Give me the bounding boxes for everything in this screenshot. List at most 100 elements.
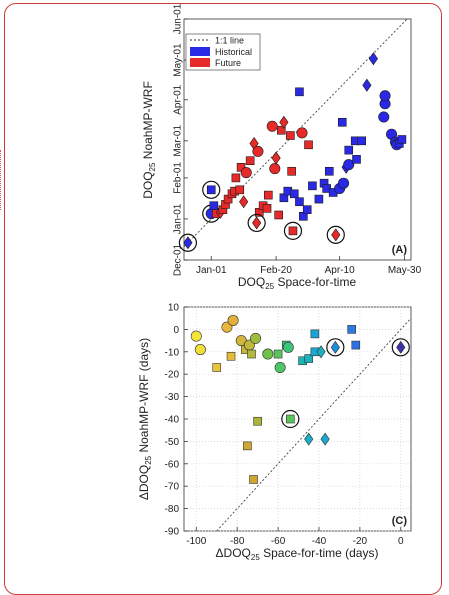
panel-c-y-tick-label: -80 [165,504,180,515]
highlight-ring [326,225,345,244]
panel-c-point [310,329,320,339]
legend-label-future: Future [215,58,241,68]
panel-c-point [243,441,252,451]
panel-c-point [227,314,239,326]
figure-canvas: Jan-01 Feb-20 Apr-10 May-30 Dec-01 Jan-01 Feb-… [137,3,422,562]
panel-c-y-tick-label: 10 [168,303,180,314]
panel-c-point [249,475,258,484]
future-point [239,195,249,209]
panel-a-x-tick-label: Apr-10 [325,265,355,276]
future-point [269,163,281,175]
future-point [331,228,341,242]
highlight-ring [281,409,300,429]
highlight-ring [202,180,221,199]
historical-point [343,159,355,171]
legend-label-1to1: 1:1 line [215,36,244,46]
panel-c-point [330,340,340,354]
future-point [279,115,289,129]
panel-a-x-tick-label: Jan-01 [196,265,227,276]
future-point [240,167,252,179]
legend-future-swatch [190,58,210,67]
future-point [296,127,308,139]
panel-c-y-tick-label: -90 [165,527,180,538]
panel-a-y-tick-label: Apr-01 [173,84,184,114]
panel-c-y-tick-label: -20 [165,370,180,381]
future-point [286,131,295,140]
panel-c-point [282,341,294,353]
future-point [287,166,296,176]
panel-a-y-tick-label: Jan-01 [173,203,184,234]
panel-a-x-tick-label: May-30 [388,265,422,276]
panel-c-x-axis-label-rest: Space-for-time (days) [260,546,379,560]
panel-c-point [274,361,286,373]
panel-c-axes-box [183,306,412,532]
historical-point [308,181,317,191]
historical-point [314,194,324,204]
panel-a-x-tick-label: Feb-20 [260,265,292,276]
panel-c-point [194,344,206,356]
panel-a-x-axis-label: DOQ25 Space-for-time [238,275,357,291]
panel-c-point [262,348,274,360]
future-point [252,216,262,230]
panel-c-point [253,416,262,426]
panel-c-x-tick-label: -40 [312,536,327,547]
historical-point [324,166,334,176]
panel-c-y-tick-label: -50 [165,437,180,448]
future-point [231,173,241,183]
panel-c-point [190,330,202,342]
panel-a-label: (A) [392,244,408,256]
panel-a-y-tick-label: May-01 [173,43,184,77]
legend-label-historical: Historical [215,47,252,57]
panel-a-y-tick-label: Feb-01 [173,162,184,194]
historical-point [397,135,407,144]
future-point [264,190,273,200]
connector-dotted-line [0,150,1,210]
panel-c-x-tick-label: -100 [186,536,206,547]
panel-c-x-axis-label: ΔDOQ25 Space-for-time (days) [216,546,379,562]
future-point [245,156,255,165]
panel-c-point [286,414,295,424]
panel-c-point [304,354,314,363]
highlight-ring [326,338,345,357]
highlight-ring [247,213,266,233]
panel-a-y-axis-label-subscript: 25 [148,162,157,171]
historical-point [379,90,391,102]
panel-c-x-tick-label: -80 [230,536,245,547]
panel-a-y-tick-label: Dec-01 [173,243,184,276]
future-point [271,151,281,165]
historical-point [206,185,216,195]
panel-c-x-axis-label-subscript: 25 [251,553,260,562]
panel-c-y-tick-label: -30 [165,392,180,403]
historical-point [209,201,219,211]
future-point [304,140,313,150]
panel-c-x-tick-label: -60 [271,536,286,547]
panel-c-point [351,340,361,350]
historical-point [302,205,312,214]
panel-a-x-axis-label-subscript: 25 [265,282,274,291]
panel-c-point [247,349,256,359]
panel-a-y-axis-label-rest: NoahMP-WRF [141,81,155,162]
panel-c-point [226,351,236,361]
panel-a-y-axis-label-main: DOQ [141,171,155,198]
highlight-ring [283,221,303,240]
historical-point [289,189,299,199]
panel-c-y-axis-label-subscript: 25 [144,455,153,464]
panel-c-x-axis-label-main: ΔDOQ [216,546,251,560]
highlight-ring [178,233,197,252]
panel-c-x-tick-label: -20 [353,536,368,547]
panel-c-y-tick-label: -40 [165,415,180,426]
future-point [288,226,298,236]
historical-point [352,155,361,164]
panel-a-x-axis-label-rest: Space-for-time [274,275,356,289]
historical-point [357,136,367,146]
legend-historical-swatch [190,47,210,56]
historical-point [368,52,378,66]
panel-a-x-axis-label-main: DOQ [238,275,265,289]
future-point [274,210,283,220]
historical-point [378,111,390,123]
historical-point [344,145,354,155]
historical-point [295,197,304,207]
panel-c-label: (C) [392,515,408,527]
panel-c-y-axis-label: ΔDOQ25 NoahMP-WRF (days) [137,338,153,500]
panel-c-point [316,345,326,359]
